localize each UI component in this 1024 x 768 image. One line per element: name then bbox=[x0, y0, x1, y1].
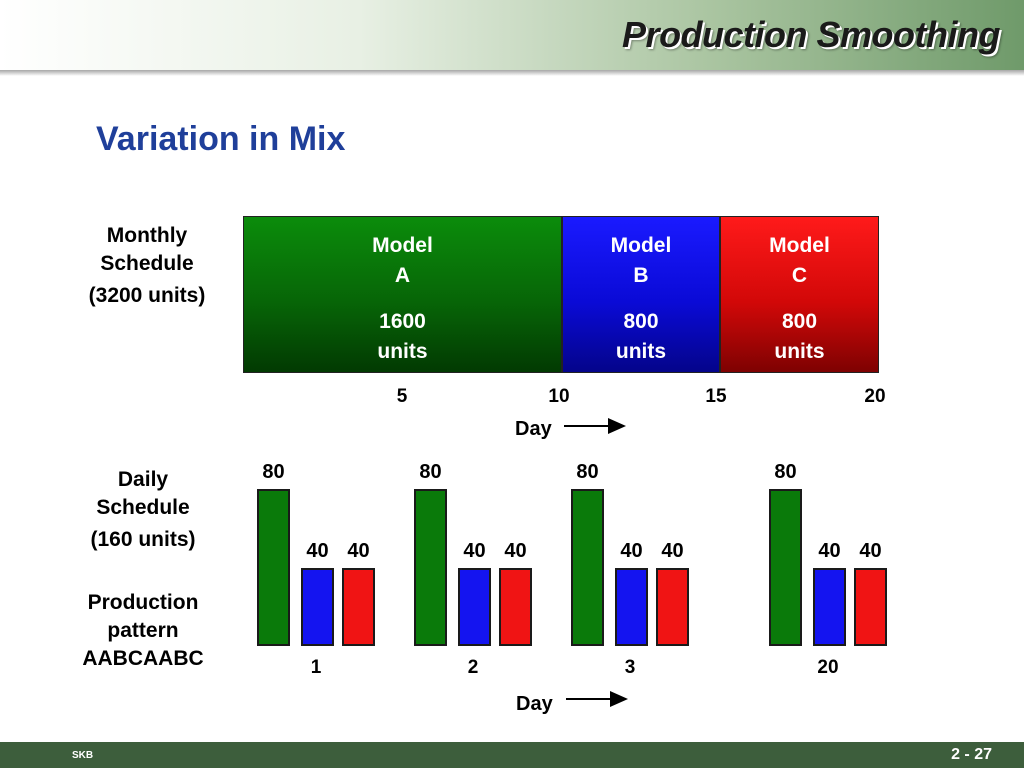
page-number: 2 - 27 bbox=[951, 746, 992, 763]
tick-label: 20 bbox=[864, 386, 886, 407]
bar-value-label: 40 bbox=[347, 539, 370, 562]
bar-value-label: 40 bbox=[504, 539, 527, 562]
model-c-units: 800 units bbox=[721, 307, 878, 367]
slide-subtitle: Variation in Mix bbox=[96, 120, 346, 158]
model-b-line1: Model bbox=[610, 234, 672, 257]
model-a-line1: Model bbox=[372, 234, 433, 257]
bar-value-label: 40 bbox=[620, 539, 643, 562]
model-b-name: Model B bbox=[563, 231, 719, 291]
bar-value-label: 80 bbox=[774, 461, 797, 483]
daily-bar bbox=[571, 489, 604, 646]
daily-bar bbox=[499, 567, 532, 646]
pattern-line1: Production bbox=[87, 591, 199, 614]
daily-bar bbox=[458, 567, 491, 646]
daily-day-label: Day bbox=[516, 693, 553, 715]
day-number-label: 1 bbox=[310, 657, 322, 678]
daily-bar bbox=[301, 567, 334, 646]
daily-bar bbox=[257, 489, 290, 646]
bar-value-label: 40 bbox=[859, 539, 882, 562]
daily-day-arrow-icon bbox=[566, 691, 628, 707]
daily-bar bbox=[769, 489, 802, 646]
daily-bar bbox=[342, 567, 375, 646]
tick-label: 5 bbox=[396, 386, 408, 407]
daily-bar bbox=[656, 567, 689, 646]
day-number-label: 2 bbox=[467, 657, 479, 678]
production-pattern-label: Production pattern AABCAABC bbox=[48, 589, 238, 673]
bar-value-label: 40 bbox=[818, 539, 841, 562]
model-a-block: Model A 1600 units bbox=[243, 216, 562, 373]
daily-bar bbox=[813, 567, 846, 646]
daily-bar bbox=[414, 489, 447, 646]
model-a-name: Model A bbox=[244, 231, 561, 291]
daily-bar bbox=[854, 567, 887, 646]
pattern-line2: pattern bbox=[107, 619, 179, 642]
model-c-units-value: 800 bbox=[781, 310, 818, 333]
model-c-line2: C bbox=[791, 264, 808, 287]
monthly-day-label: Day bbox=[515, 418, 552, 440]
daily-schedule-label: Daily Schedule (160 units) bbox=[48, 466, 238, 554]
footer-author: SKB bbox=[72, 750, 94, 761]
day-number-label: 20 bbox=[817, 657, 839, 678]
monthly-day-arrow-icon bbox=[564, 418, 626, 434]
daily-label-line1: Daily bbox=[117, 468, 169, 491]
monthly-label-line3: (3200 units) bbox=[88, 284, 206, 307]
model-b-line2: B bbox=[633, 264, 649, 287]
model-c-units-label: units bbox=[774, 340, 825, 363]
model-a-units-label: units bbox=[377, 340, 428, 363]
model-b-block: Model B 800 units bbox=[562, 216, 720, 373]
monthly-label-line2: Schedule bbox=[100, 252, 194, 275]
footer-bar: SKB 2 - 27 bbox=[0, 742, 1024, 768]
bar-value-label: 40 bbox=[306, 539, 329, 562]
bar-value-label: 80 bbox=[576, 461, 599, 483]
daily-label-line3: (160 units) bbox=[90, 528, 196, 551]
bar-value-label: 40 bbox=[661, 539, 684, 562]
daily-bar bbox=[615, 567, 648, 646]
bar-value-label: 40 bbox=[463, 539, 486, 562]
monthly-label-line1: Monthly bbox=[106, 224, 188, 247]
pattern-line3: AABCAABC bbox=[82, 647, 204, 670]
model-b-units-label: units bbox=[615, 340, 667, 363]
model-c-block: Model C 800 units bbox=[720, 216, 879, 373]
daily-label-line2: Schedule bbox=[96, 496, 190, 519]
slide-title: Production Smoothing bbox=[622, 14, 1000, 55]
model-b-units-value: 800 bbox=[623, 310, 659, 333]
model-a-units: 1600 units bbox=[244, 307, 561, 367]
day-number-label: 3 bbox=[624, 657, 636, 678]
monthly-schedule-label: Monthly Schedule (3200 units) bbox=[52, 222, 242, 310]
model-a-line2: A bbox=[394, 264, 411, 287]
tick-label: 10 bbox=[548, 386, 570, 407]
model-c-name: Model C bbox=[721, 231, 878, 291]
header-shadow bbox=[0, 70, 1024, 76]
model-c-line1: Model bbox=[769, 234, 830, 257]
model-b-units: 800 units bbox=[563, 307, 719, 367]
model-a-units-value: 1600 bbox=[379, 310, 426, 333]
bar-value-label: 80 bbox=[419, 461, 442, 483]
header-bar bbox=[0, 0, 1024, 70]
tick-label: 15 bbox=[705, 386, 727, 407]
bar-value-label: 80 bbox=[262, 461, 285, 483]
